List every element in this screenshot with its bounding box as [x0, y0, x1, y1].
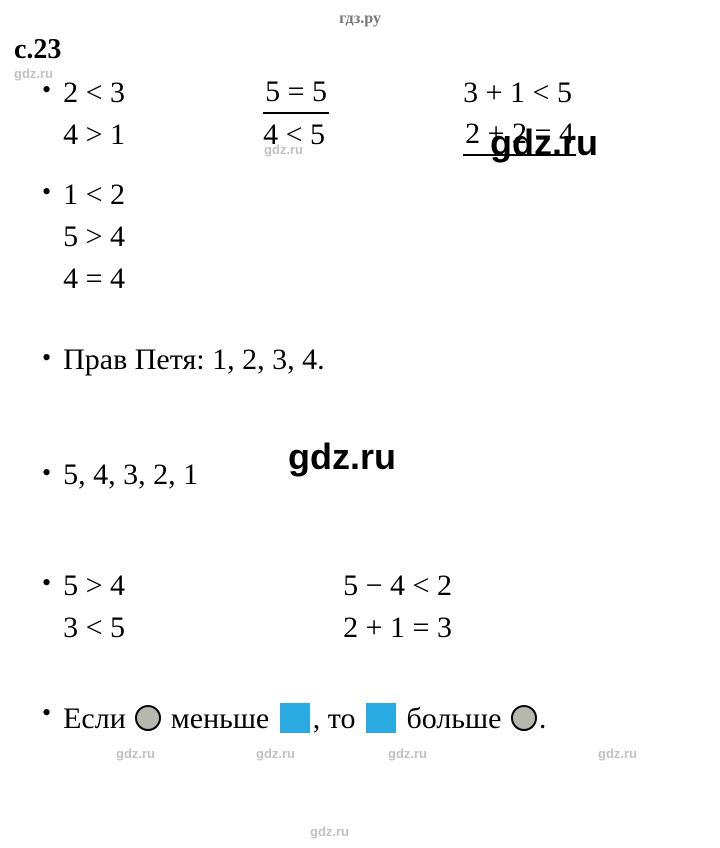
bullet-icon: • — [42, 455, 51, 490]
math-expr: 4 > 1 — [63, 114, 263, 156]
b1-col-0: 2 < 34 > 1 — [63, 72, 263, 156]
math-expr: 2 + 1 = 3 — [343, 607, 623, 649]
watermark-small: gdz.ru — [310, 824, 349, 839]
circle-icon — [135, 705, 161, 731]
site-header: гдз.ру — [0, 0, 720, 28]
b1-col-1: 5 = 54 < 5 — [263, 72, 463, 156]
b6-p2: меньше — [171, 702, 269, 735]
math-expr: 5 = 5 — [263, 72, 463, 114]
bullet-icon: • — [42, 72, 51, 107]
b6-p1: Если — [63, 702, 126, 735]
watermark-small: gdz.ru — [116, 746, 155, 761]
block-6: • Если меньше , то больше . — [70, 695, 720, 743]
square-icon — [366, 703, 396, 733]
block-3: • Прав Петя: 1, 2, 3, 4. — [70, 340, 720, 381]
circle-icon — [511, 705, 537, 731]
block-2: • 1 < 25 > 44 = 4 — [70, 174, 720, 300]
watermark-small: gdz.ru — [388, 746, 427, 761]
math-expr: 3 + 1 < 5 — [463, 72, 683, 114]
watermark-small: gdz.ru — [598, 746, 637, 761]
block-1: • 2 < 34 > 1 5 = 54 < 5 3 + 1 < 52 + 2 =… — [70, 72, 720, 156]
math-expr: 4 = 4 — [63, 258, 125, 300]
math-expr: 5 > 4 — [63, 565, 343, 607]
b5-col-1: 5 − 4 < 22 + 1 = 3 — [343, 565, 623, 649]
b3-text: Прав Петя: 1, 2, 3, 4. — [63, 340, 324, 381]
b1-col-2: 3 + 1 < 52 + 2 = 4 — [463, 72, 683, 156]
math-expr: 1 < 2 — [63, 174, 125, 216]
math-expr: 2 + 2 = 4 — [463, 114, 683, 156]
math-expr: 4 < 5 — [263, 114, 463, 156]
b5-col-0: 5 > 43 < 5 — [63, 565, 343, 649]
square-icon — [280, 703, 310, 733]
bullet-icon: • — [42, 174, 51, 209]
b2-lines: 1 < 25 > 44 = 4 — [63, 174, 125, 300]
bullet-icon: • — [42, 695, 51, 730]
b6-p4: больше — [406, 702, 501, 735]
block-4: • 5, 4, 3, 2, 1 — [70, 455, 720, 496]
b6-p3: , то — [313, 702, 356, 735]
math-expr: 5 − 4 < 2 — [343, 565, 623, 607]
bullet-icon: • — [42, 340, 51, 375]
content: • 2 < 34 > 1 5 = 54 < 5 3 + 1 < 52 + 2 =… — [70, 72, 720, 743]
page-marker: с.23 — [14, 34, 720, 66]
math-expr: 3 < 5 — [63, 607, 343, 649]
math-expr: 5 > 4 — [63, 216, 125, 258]
bullet-icon: • — [42, 565, 51, 600]
math-expr: 2 < 3 — [63, 72, 263, 114]
block-5: • 5 > 43 < 5 5 − 4 < 22 + 1 = 3 — [70, 565, 720, 649]
site-header-text: гдз.ру — [339, 10, 381, 27]
b6-p5: . — [539, 702, 547, 735]
b6-sentence: Если меньше , то больше . — [63, 695, 546, 743]
b4-text: 5, 4, 3, 2, 1 — [63, 455, 198, 496]
watermark-small: gdz.ru — [256, 746, 295, 761]
